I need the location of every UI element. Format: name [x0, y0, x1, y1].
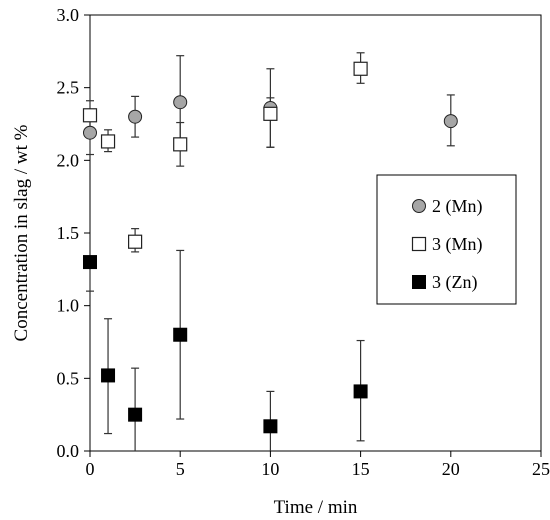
x-tick-label: 15: [352, 459, 370, 479]
x-tick-label: 5: [176, 459, 185, 479]
data-point: [82, 108, 98, 123]
legend-label: 3 (Zn): [432, 272, 477, 293]
y-tick-label: 1.5: [57, 223, 80, 243]
data-point: [128, 407, 143, 422]
data-point: [263, 419, 278, 434]
data-point: [100, 134, 116, 149]
y-tick-label: 0.5: [57, 368, 80, 388]
x-tick-label: 0: [86, 459, 95, 479]
data-point: [263, 106, 278, 121]
x-tick-label: 10: [261, 459, 279, 479]
data-point: [443, 114, 458, 129]
data-markers: [82, 61, 458, 434]
data-point: [173, 137, 188, 152]
y-tick-label: 0.0: [57, 441, 80, 461]
data-point: [353, 384, 368, 399]
y-tick-label: 2.5: [57, 78, 80, 98]
data-point: [128, 109, 143, 124]
legend-label: 3 (Mn): [432, 234, 483, 255]
data-point: [128, 234, 143, 249]
y-tick-label: 2.0: [57, 150, 80, 170]
data-point: [353, 61, 368, 76]
y-tick-label: 1.0: [57, 296, 80, 316]
x-axis-label: Time / min: [274, 497, 358, 518]
legend-marker: [411, 236, 427, 252]
legend-box: [376, 174, 517, 305]
legend-label: 2 (Mn): [432, 196, 483, 217]
data-point: [83, 125, 97, 140]
legend-marker: [412, 275, 426, 289]
axis-ticks: 0 5 10 15 20 25 0.0 0.5 1.0 1.5 2.0 2.5 3.0: [57, 5, 550, 479]
data-point: [173, 95, 188, 110]
data-point: [101, 368, 116, 383]
x-tick-label: 25: [532, 459, 550, 479]
data-point: [83, 255, 97, 270]
legend-marker: [412, 199, 426, 213]
y-tick-label: 3.0: [57, 5, 80, 25]
x-tick-label: 20: [442, 459, 460, 479]
legend: 2 (Mn) 3 (Mn) 3 (Zn): [376, 174, 517, 305]
data-point: [173, 327, 188, 342]
y-axis-label: Concentration in slag / wt %: [11, 124, 32, 341]
